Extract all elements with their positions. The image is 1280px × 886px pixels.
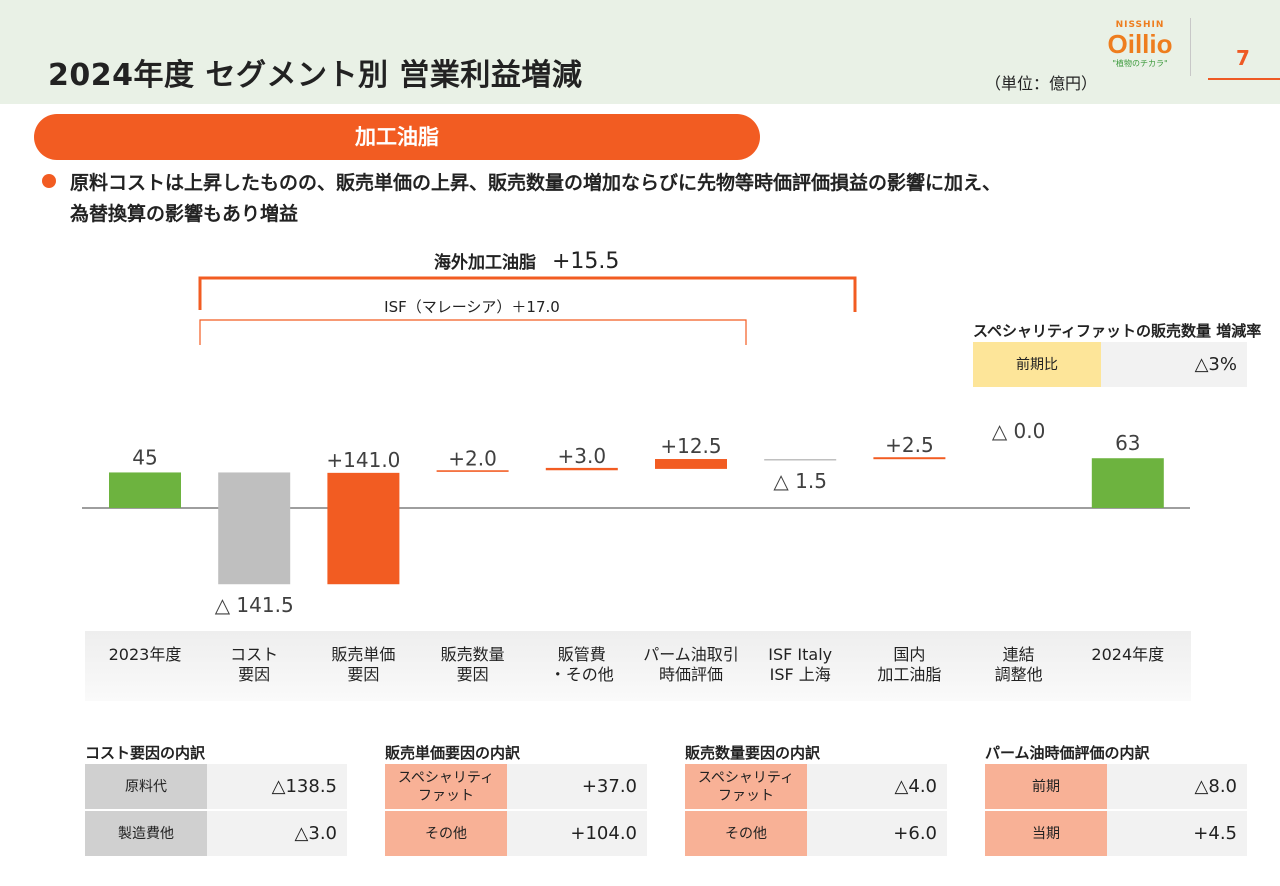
- bar-9: [1091, 458, 1164, 508]
- price-breakdown-title: 販売単価要因の内訳: [385, 744, 521, 762]
- table-row-label: 当期: [985, 811, 1107, 856]
- table-row-value: +37.0: [507, 764, 647, 809]
- table-row-label: 前期比: [973, 342, 1101, 387]
- category-label-5: パーム油取引 時価評価: [643, 645, 739, 684]
- category-label-7: 国内 加工油脂: [877, 645, 942, 684]
- company-logo: NISSHIN Oillio "植物のチカラ": [1100, 20, 1180, 82]
- table-row-value: △138.5: [207, 764, 347, 809]
- overseas-bracket-value: +15.5: [552, 249, 619, 274]
- table-row-label: 前期: [985, 764, 1107, 809]
- table-row: その他 +6.0: [685, 811, 947, 856]
- bar-3: [436, 470, 509, 472]
- table-row-label: 原料代: [85, 764, 207, 809]
- table-row-label: スペシャリティ ファット: [685, 764, 807, 809]
- table-row: 前期比 △3%: [973, 342, 1247, 387]
- table-row: 原料代 △138.5: [85, 764, 347, 809]
- header-divider: [1190, 18, 1191, 76]
- table-row-value: △3.0: [207, 811, 347, 856]
- segment-banner: 加工油脂: [34, 114, 760, 160]
- category-label-1: コスト 要因: [230, 645, 279, 684]
- isf-bracket: [199, 319, 747, 345]
- overseas-bracket: [198, 276, 857, 312]
- waterfall-chart: 海外加工油脂 +15.5 ISF（マレーシア）＋17.0 45 △ 141.5 +1…: [82, 249, 1190, 617]
- table-row-value: +6.0: [807, 811, 947, 856]
- data-label-3: +2.0: [448, 446, 497, 470]
- category-label-9: 2024年度: [1091, 645, 1165, 664]
- table-row: 前期 △8.0: [985, 764, 1247, 809]
- palm-breakdown-title: パーム油時価評価の内訳: [985, 744, 1150, 762]
- bar-1: [218, 472, 291, 585]
- summary-text: 原料コストは上昇したものの、販売単価の上昇、販売数量の増加ならびに先物等時価評価…: [70, 172, 1002, 225]
- table-row-value: △3%: [1101, 342, 1247, 387]
- bullet-dot-icon: [42, 174, 56, 188]
- table-row: スペシャリティ ファット +37.0: [385, 764, 647, 809]
- logo-main-text: Oillio: [1107, 29, 1173, 59]
- table-row-label: 製造費他: [85, 811, 207, 856]
- specialty-table: 前期比 △3%: [973, 342, 1247, 389]
- table-row-label: スペシャリティ ファット: [385, 764, 507, 809]
- table-row-value: +104.0: [507, 811, 647, 856]
- table-row: 製造費他 △3.0: [85, 811, 347, 856]
- data-label-0: 45: [132, 445, 157, 469]
- volume-breakdown-title: 販売数量要因の内訳: [685, 744, 821, 762]
- overseas-bracket-label: 海外加工油脂: [434, 252, 536, 273]
- cost-breakdown-table: 原料代 △138.5 製造費他 △3.0: [85, 764, 347, 858]
- header-band: [0, 0, 1280, 104]
- table-row-value: △4.0: [807, 764, 947, 809]
- data-label-7: +2.5: [885, 433, 934, 457]
- palm-breakdown-table: 前期 △8.0 当期 +4.5: [985, 764, 1247, 858]
- data-label-4: +3.0: [558, 444, 607, 468]
- bracket-group: 海外加工油脂 +15.5 ISF（マレーシア）＋17.0: [198, 249, 857, 345]
- table-row-value: +4.5: [1107, 811, 1247, 856]
- cost-breakdown-title: コスト要因の内訳: [85, 744, 206, 762]
- data-label-6: △ 1.5: [773, 469, 827, 493]
- page-title: 2024年度 セグメント別 営業利益増減: [48, 58, 583, 93]
- bar-6: [764, 459, 837, 461]
- bar-4: [545, 467, 618, 471]
- data-label-9: 63: [1115, 431, 1140, 455]
- bar-5: [655, 459, 727, 469]
- data-label-group: 45 △ 141.5 +141.0 +2.0 +3.0 +12.5 △ 1.5 +2.5 △ 0…: [132, 419, 1140, 617]
- logo-tagline: "植物のチカラ": [1112, 59, 1168, 68]
- bar-0: [109, 472, 181, 508]
- bar-2: [327, 472, 400, 585]
- table-row-value: △8.0: [1107, 764, 1247, 809]
- category-label-8: 連結 調整他: [994, 645, 1043, 684]
- category-label-0: 2023年度: [108, 645, 182, 664]
- data-label-5: +12.5: [660, 434, 721, 458]
- page-number-underline: [1208, 78, 1280, 80]
- data-label-8: △ 0.0: [992, 419, 1046, 443]
- category-label-6: ISF Italy ISF 上海: [768, 645, 833, 684]
- volume-breakdown-table: スペシャリティ ファット △4.0 その他 +6.0: [685, 764, 947, 858]
- table-row: その他 +104.0: [385, 811, 647, 856]
- data-label-2: +141.0: [326, 448, 400, 472]
- bar-7: [873, 457, 946, 460]
- category-label-2: 販売単価 要因: [331, 645, 396, 684]
- table-row-label: その他: [685, 811, 807, 856]
- page-number: 7: [1236, 46, 1250, 70]
- specialty-table-title: スペシャリティファットの販売数量 増減率: [973, 322, 1262, 340]
- data-label-1: △ 141.5: [215, 593, 294, 617]
- table-row-label: その他: [385, 811, 507, 856]
- isf-bracket-label: ISF（マレーシア）＋17.0: [384, 298, 560, 316]
- table-row: スペシャリティ ファット △4.0: [685, 764, 947, 809]
- price-breakdown-table: スペシャリティ ファット +37.0 その他 +104.0: [385, 764, 647, 858]
- unit-label: （単位：億円）: [985, 74, 1098, 93]
- summary-bullet: 原料コストは上昇したものの、販売単価の上昇、販売数量の増加ならびに先物等時価評価…: [70, 168, 1250, 230]
- category-label-3: 販売数量 要因: [440, 645, 505, 684]
- logo-top-text: NISSHIN: [1115, 20, 1165, 30]
- category-band: [85, 631, 1191, 701]
- bar-group: [109, 457, 1164, 585]
- category-label-4: 販管費 ・その他: [549, 645, 614, 684]
- table-row: 当期 +4.5: [985, 811, 1247, 856]
